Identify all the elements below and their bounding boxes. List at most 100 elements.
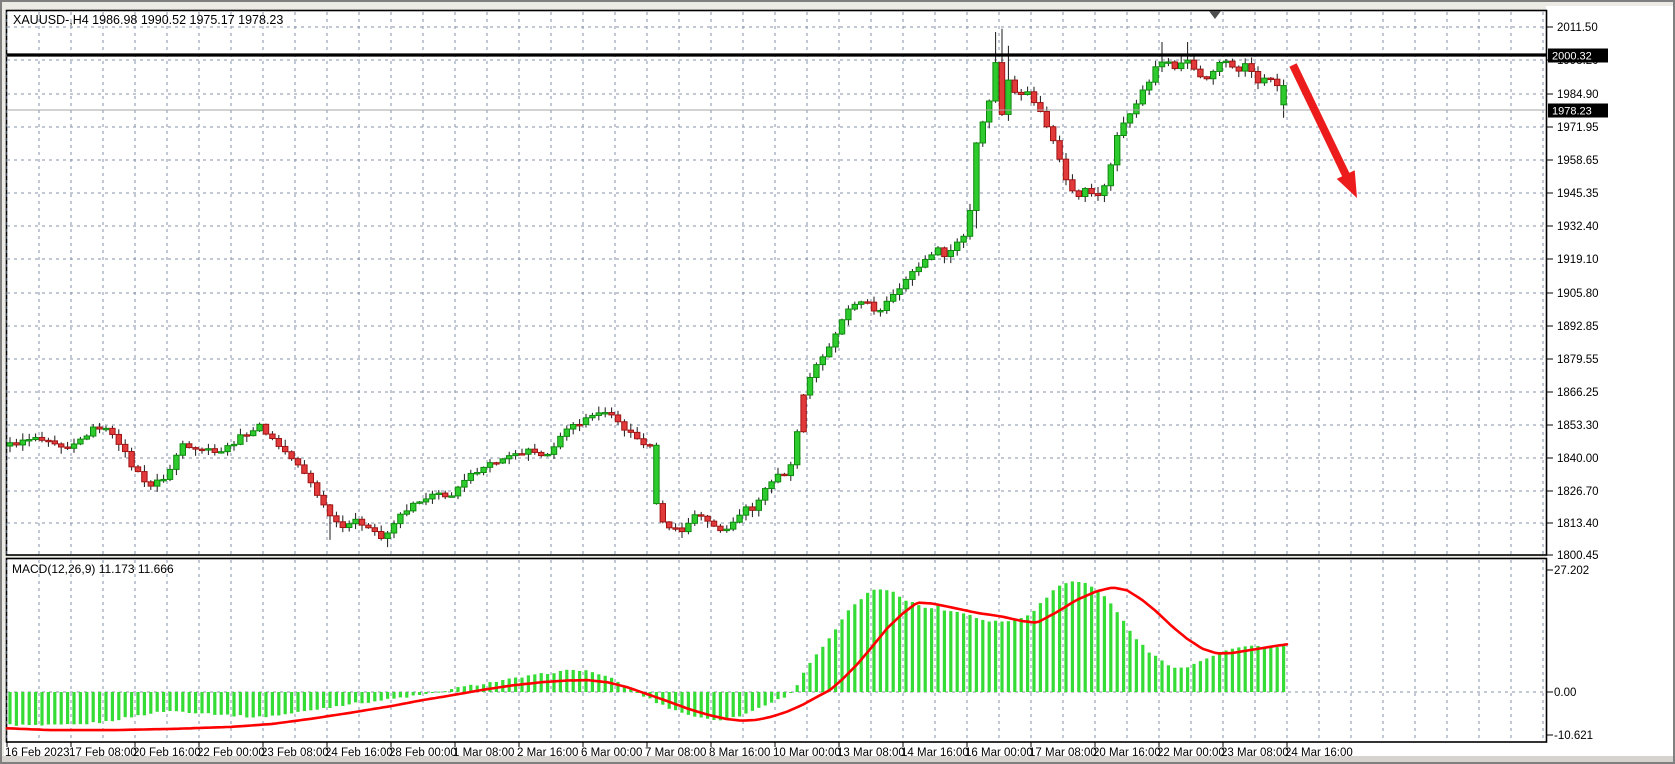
chart-shift-marker[interactable] (1209, 11, 1221, 19)
macd-histogram-bar (46, 692, 50, 725)
candle-body (1024, 91, 1031, 95)
time-axis-label: 24 Feb 16:00 (325, 747, 393, 759)
candle-body (531, 448, 538, 453)
macd-histogram-bar (1070, 581, 1074, 692)
macd-histogram-bar (910, 602, 914, 692)
macd-histogram-bar (1192, 663, 1196, 692)
candle-body (998, 62, 1006, 115)
macd-histogram-bar (91, 692, 95, 723)
macd-histogram-bar (213, 692, 217, 715)
macd-indicator-pane[interactable] (5, 557, 1548, 743)
trend-arrow-shaft (1289, 63, 1351, 179)
macd-histogram-bar (942, 610, 946, 692)
candle-body (902, 278, 910, 290)
candle-body (576, 423, 583, 427)
candle-body (179, 443, 187, 456)
time-axis-label: 20 Feb 16:00 (133, 747, 201, 759)
macd-histogram-bar (1006, 621, 1010, 692)
macd-histogram-bar (226, 692, 230, 715)
macd-histogram-bar (1243, 646, 1247, 692)
macd-histogram-bar (994, 620, 998, 692)
macd-histogram-bar (379, 692, 383, 701)
macd-histogram-bar (366, 692, 370, 703)
macd-histogram-bar (686, 692, 690, 715)
candle-body (128, 451, 135, 468)
candle-body (1158, 61, 1166, 68)
macd-histogram-bar (232, 692, 236, 717)
candlestick-series (6, 28, 1287, 548)
macd-histogram-bar (750, 692, 754, 711)
price-chart-pane[interactable] (5, 9, 1548, 556)
candle-body (1235, 66, 1242, 72)
candle-body (13, 442, 20, 446)
time-axis-label: 28 Feb 00:00 (389, 747, 457, 759)
macd-histogram-bar (405, 692, 409, 698)
candle-body (115, 433, 122, 445)
macd-histogram-bar (334, 692, 338, 707)
candle-body (1088, 188, 1095, 195)
candle-body (986, 100, 993, 123)
candle-body (352, 518, 359, 525)
macd-histogram-bar (181, 692, 185, 712)
candle-body (614, 414, 622, 423)
candle-body (544, 453, 551, 457)
candle-body (819, 356, 826, 366)
time-axis-label: 23 Feb 08:00 (261, 747, 329, 759)
candle-body (595, 412, 602, 416)
price-axis-label: 2011.50 (1557, 22, 1598, 34)
candle-body (1190, 59, 1198, 70)
macd-histogram (8, 581, 1286, 726)
macd-histogram-bar (834, 629, 838, 692)
candle-body (294, 458, 302, 466)
candle-body (518, 453, 526, 456)
price-axis-label: 1866.25 (1557, 387, 1599, 399)
macd-histogram-bar (450, 689, 454, 692)
candle-body (1126, 113, 1134, 124)
current-price-tag: 1978.23 (1548, 103, 1608, 118)
candle-body (979, 121, 986, 144)
candle-body (1120, 122, 1127, 136)
price-axis-label: 1919.10 (1557, 254, 1599, 266)
macd-histogram-bar (898, 596, 902, 692)
macd-histogram-bar (462, 686, 466, 692)
candle-body (672, 527, 679, 530)
time-axis-label: 17 Feb 08:00 (69, 747, 137, 759)
candle-body (64, 446, 71, 449)
macd-histogram-bar (1141, 644, 1145, 692)
candle-body (851, 303, 858, 310)
candle-body (480, 466, 487, 473)
price-axis-labels: 2011.501998.201984.901971.951958.651945.… (1546, 22, 1599, 562)
macd-histogram-bar (187, 692, 191, 713)
candle-body (646, 444, 654, 447)
candle-body (960, 235, 967, 243)
macd-histogram-bar (981, 619, 985, 692)
candle-body (486, 462, 494, 468)
candle-body (314, 482, 321, 496)
macd-histogram-bar (85, 692, 89, 725)
candle-body (1229, 60, 1236, 68)
macd-histogram-bar (872, 589, 876, 692)
macd-histogram-bar (110, 692, 114, 722)
macd-histogram-bar (1205, 658, 1209, 692)
macd-histogram-bar (21, 692, 25, 725)
macd-histogram-bar (904, 600, 908, 692)
candle-body (838, 319, 846, 335)
candle-body (973, 142, 980, 211)
time-axis-label: 14 Mar 16:00 (901, 747, 969, 759)
candle-body (736, 514, 743, 523)
candle-body (6, 442, 14, 447)
macd-histogram-bar (642, 692, 646, 697)
candle-body (570, 423, 577, 430)
candle-body (858, 301, 865, 305)
macd-histogram-bar (360, 692, 364, 704)
trend-arrow[interactable] (1289, 63, 1357, 198)
macd-histogram-bar (1083, 582, 1087, 692)
macd-histogram-bar (277, 692, 281, 716)
macd-histogram-bar (1262, 646, 1266, 692)
macd-histogram-bar (731, 692, 735, 718)
candle-body (627, 429, 634, 433)
macd-histogram-bar (270, 692, 274, 716)
candle-body (218, 451, 225, 454)
candle-body (794, 431, 801, 466)
